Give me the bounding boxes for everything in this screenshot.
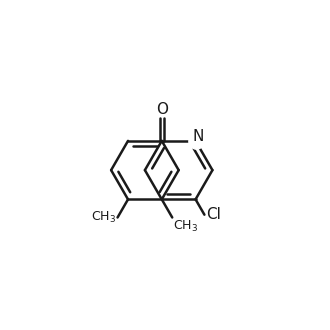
Text: CH$_3$: CH$_3$ [173,219,198,234]
Text: O: O [156,103,168,117]
Text: CH$_3$: CH$_3$ [91,210,116,225]
Text: Cl: Cl [206,207,221,222]
Text: N: N [192,129,204,144]
